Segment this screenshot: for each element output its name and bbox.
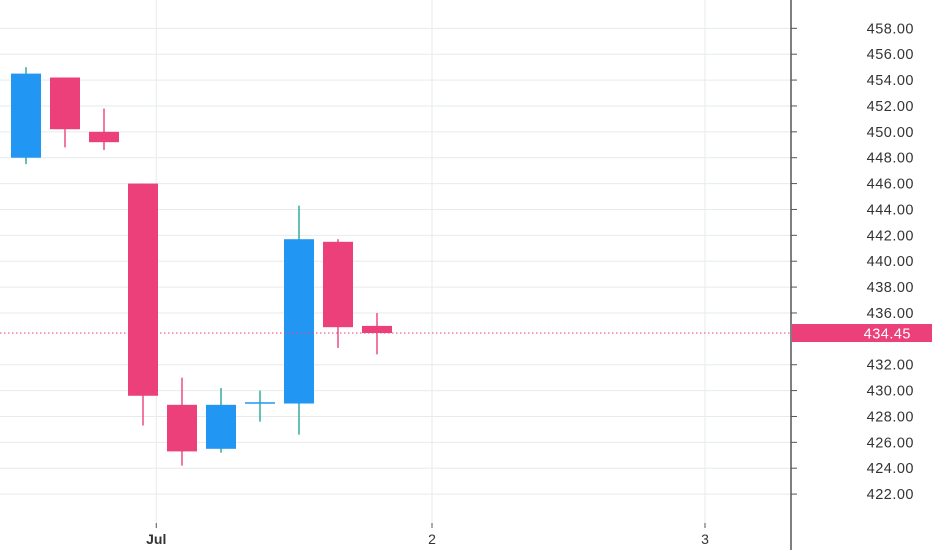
y-tick-label: 444.00 — [867, 202, 914, 218]
y-tick-label: 432.00 — [867, 358, 914, 374]
y-tick-label: 426.00 — [867, 435, 914, 451]
y-tick-label: 450.00 — [867, 125, 914, 141]
candle-body — [323, 241, 353, 328]
y-tick-label: 436.00 — [867, 306, 914, 322]
y-tick-label: 458.00 — [867, 21, 914, 37]
y-tick-label: 442.00 — [867, 228, 914, 244]
candle-body — [284, 239, 314, 404]
y-tick-label: 452.00 — [867, 99, 914, 115]
y-tick-label: 430.00 — [867, 384, 914, 400]
last-price-tag-background — [792, 324, 932, 343]
y-tick-label: 448.00 — [867, 151, 914, 167]
candle-body — [167, 404, 197, 452]
candle-body — [11, 73, 41, 158]
candle-body — [89, 131, 119, 143]
y-tick-label: 446.00 — [867, 177, 914, 193]
last-price-tag-label: 434.45 — [864, 327, 911, 343]
y-tick-label: 454.00 — [867, 73, 914, 89]
price-axis[interactable]: 422.00 424.00 426.00 428.00 430.00 432.00 436.… — [791, 21, 914, 503]
last-price-tag: 434.45 — [792, 324, 932, 343]
chart-grid — [0, 0, 791, 523]
time-axis[interactable]: Jul 2 3 — [146, 523, 709, 547]
y-tick-label: 424.00 — [867, 461, 914, 477]
candle-body — [245, 402, 275, 404]
x-tick-label: 2 — [428, 531, 436, 547]
x-tick-label: 3 — [701, 531, 709, 547]
candle-body — [362, 325, 392, 334]
y-tick-label: 456.00 — [867, 47, 914, 63]
y-tick-label: 438.00 — [867, 280, 914, 296]
candle-series — [11, 67, 392, 466]
candle-body — [206, 404, 236, 449]
price-axis-background — [791, 0, 932, 550]
y-tick-label: 428.00 — [867, 409, 914, 425]
y-tick-label: 422.00 — [867, 487, 914, 503]
x-tick-label: Jul — [146, 531, 166, 547]
candle-body — [50, 77, 80, 130]
y-tick-label: 440.00 — [867, 254, 914, 270]
candle-body — [128, 183, 158, 396]
